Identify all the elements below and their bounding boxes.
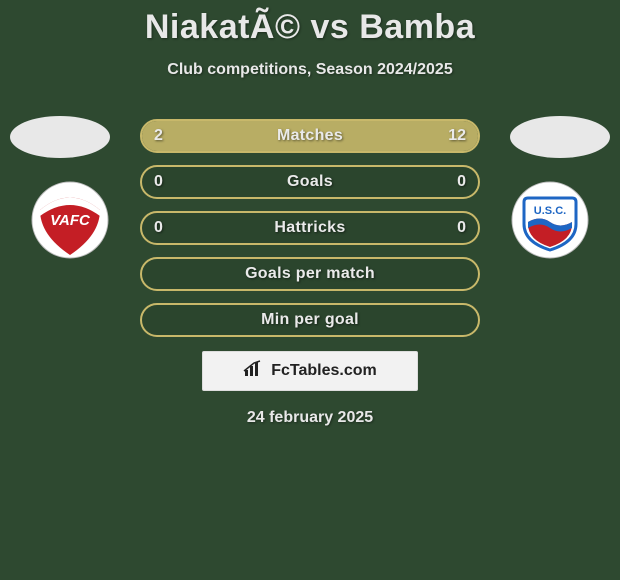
stat-row-hattricks: 0 Hattricks 0 xyxy=(140,211,480,245)
club-badge-left: VAFC xyxy=(20,178,120,262)
stat-fill-left xyxy=(142,121,189,151)
stat-row-goals: 0 Goals 0 xyxy=(140,165,480,199)
club-right-icon: U.S.C. xyxy=(510,180,590,260)
stat-value-right: 0 xyxy=(457,219,466,237)
player-avatar-left xyxy=(10,116,110,158)
club-left-icon: VAFC xyxy=(30,180,110,260)
bar-chart-icon xyxy=(243,360,265,383)
stat-label: Min per goal xyxy=(261,311,359,329)
stat-row-matches: 2 Matches 12 xyxy=(140,119,480,153)
stat-label: Goals per match xyxy=(245,265,375,283)
stat-value-left: 2 xyxy=(154,127,163,145)
stat-row-goals-per-match: Goals per match xyxy=(140,257,480,291)
page-title: NiakatÃ© vs Bamba xyxy=(0,0,620,47)
stat-value-left: 0 xyxy=(154,173,163,191)
stat-label: Hattricks xyxy=(274,219,345,237)
date-label: 24 february 2025 xyxy=(0,409,620,427)
stat-value-left: 0 xyxy=(154,219,163,237)
svg-text:U.S.C.: U.S.C. xyxy=(534,205,566,217)
page-subtitle: Club competitions, Season 2024/2025 xyxy=(0,61,620,79)
brand-box[interactable]: FcTables.com xyxy=(202,351,418,391)
stat-value-right: 0 xyxy=(457,173,466,191)
stat-value-right: 12 xyxy=(448,127,466,145)
player-avatar-right xyxy=(510,116,610,158)
club-badge-right: U.S.C. xyxy=(500,178,600,262)
svg-text:VAFC: VAFC xyxy=(50,212,91,229)
stat-label: Goals xyxy=(287,173,333,191)
stat-label: Matches xyxy=(277,127,343,145)
stats-container: 2 Matches 12 0 Goals 0 0 Hattricks 0 Goa… xyxy=(140,119,480,337)
stat-row-min-per-goal: Min per goal xyxy=(140,303,480,337)
brand-text: FcTables.com xyxy=(271,362,377,380)
